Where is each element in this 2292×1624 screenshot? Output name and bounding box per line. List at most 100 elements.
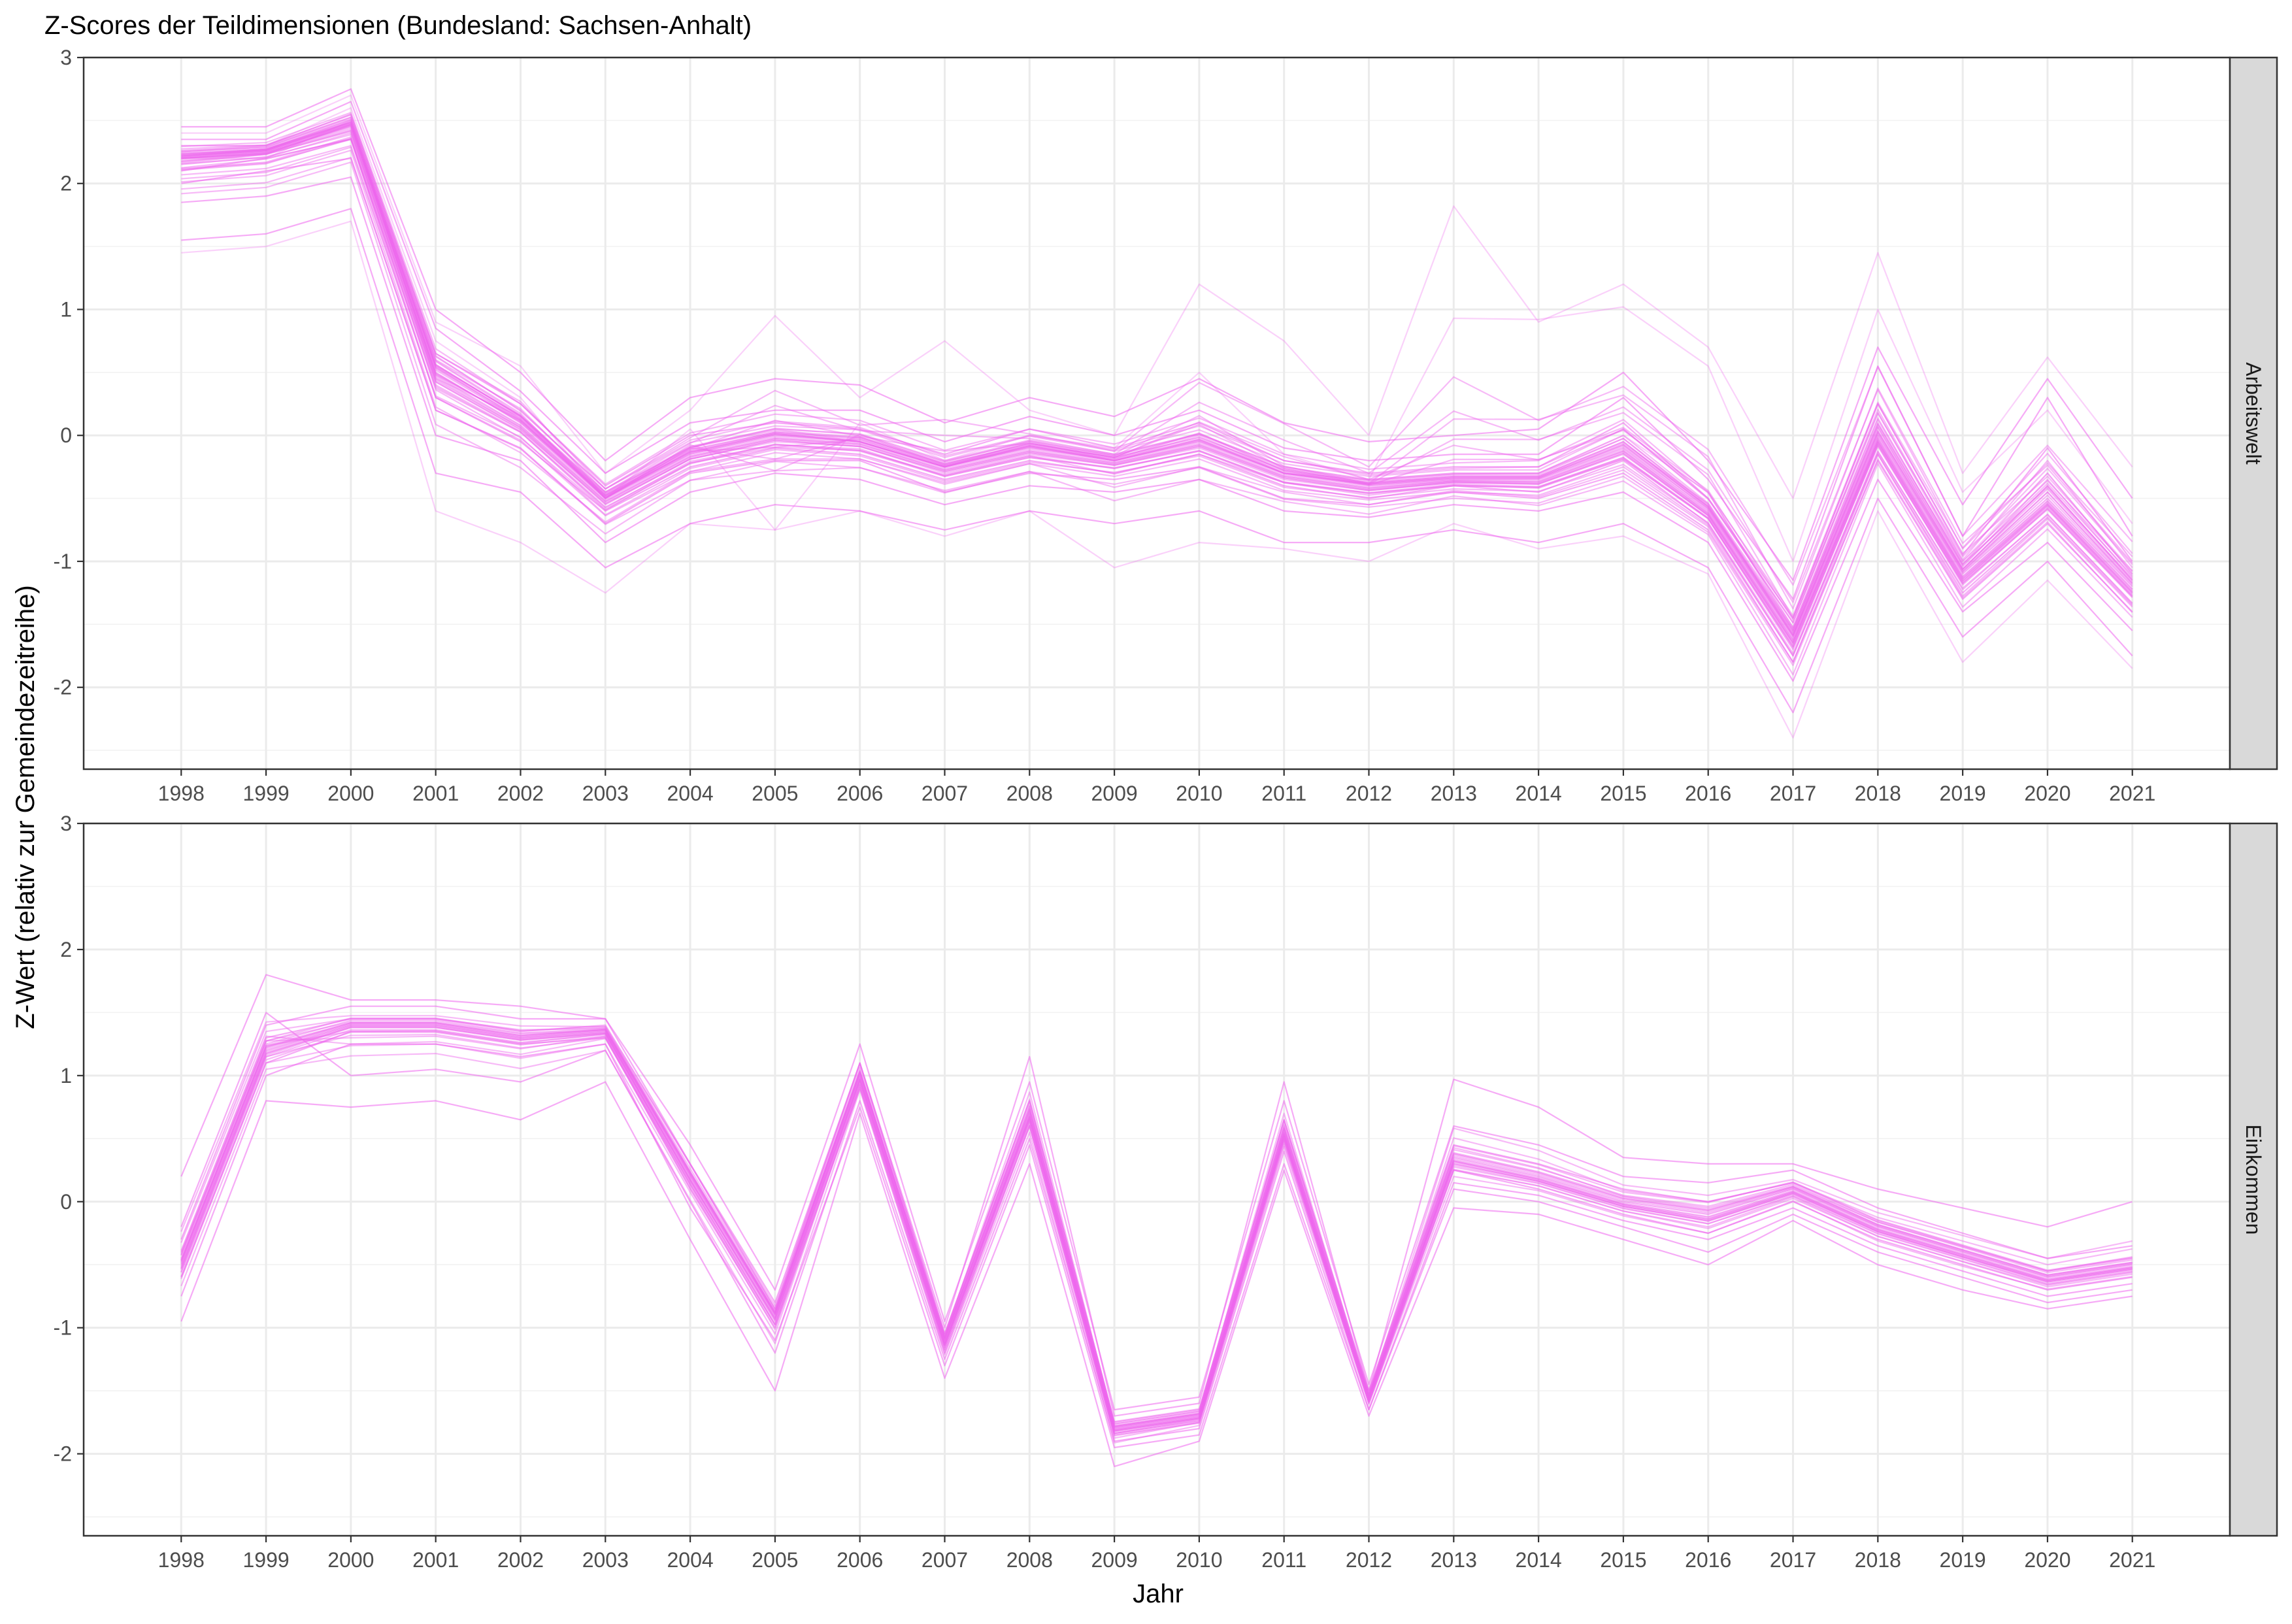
series-band-line [180, 1017, 2133, 1423]
series-band-line [181, 123, 2133, 633]
series-band-line [181, 144, 2133, 655]
series-line-5 [180, 1081, 2133, 1467]
series-line-5 [181, 113, 2133, 619]
x-tick-label: 2010 [1176, 782, 1222, 805]
series-band-line [181, 136, 2133, 648]
series-line-1 [181, 125, 2133, 638]
series-group [181, 88, 2133, 738]
x-tick-label: 2009 [1091, 1548, 1138, 1572]
x-tick-label: 2002 [497, 1548, 544, 1572]
series-band-line [180, 1031, 2133, 1436]
y-tick-label: 0 [60, 1190, 72, 1214]
series-line-3 [180, 1043, 2133, 1449]
x-tick-label: 2012 [1346, 782, 1392, 805]
facet-panels: Arbeitswelt -2 -1 0 1 2 3 1998 1999 2000 2001 2002 2… [54, 46, 2278, 1572]
series-band-line [180, 1035, 2133, 1434]
x-tick-label: 2021 [2109, 1548, 2155, 1572]
x-tick-label: 2003 [582, 782, 629, 805]
series-line-10 [181, 220, 2133, 738]
series-band-line [180, 1027, 2133, 1432]
x-tick-label: 1999 [242, 1548, 289, 1572]
series-line-6 [181, 88, 2133, 582]
x-tick-label: 2020 [2024, 1548, 2070, 1572]
series-band-line [180, 1050, 2133, 1444]
series-band-line [181, 132, 2133, 644]
x-tick-label: 2007 [922, 782, 968, 805]
x-tick-label: 2020 [2024, 782, 2070, 805]
x-tick-label: 2001 [412, 1548, 459, 1572]
series-band-line [180, 1019, 2133, 1425]
facet-panel-einkommen: Einkommen -2 -1 0 1 2 3 1998 1999 2000 2001 2002 200… [54, 812, 2278, 1572]
series-line-1 [180, 1024, 2133, 1430]
series-line-7 [180, 1018, 2133, 1423]
x-tick-label: 2021 [2109, 782, 2155, 805]
x-axis-title: Jahr [1133, 1580, 1184, 1608]
x-tick-label: 2015 [1600, 782, 1646, 805]
y-tick-label: -1 [54, 1316, 72, 1340]
series-band-line [180, 1033, 2133, 1434]
facet-strip [2229, 822, 2278, 1537]
facet-strip-label: Arbeitswelt [2242, 362, 2265, 465]
series-band-line [181, 138, 2133, 648]
series-line-11 [181, 120, 2133, 563]
series-band-line [180, 1029, 2133, 1434]
y-tick-label: 1 [60, 297, 72, 321]
x-tick-label: 2018 [1855, 1548, 1901, 1572]
y-tick-label: 3 [60, 812, 72, 835]
series-band-line [181, 139, 2133, 649]
series-band-line [181, 129, 2133, 642]
y-tick-label: 0 [60, 423, 72, 447]
series-band-line [181, 121, 2133, 637]
x-tick-label: 2012 [1346, 1548, 1392, 1572]
x-tick-label: 2005 [752, 1548, 798, 1572]
y-tick-label: 3 [60, 46, 72, 69]
x-tick-label: 2013 [1431, 1548, 1477, 1572]
series-band-line [181, 138, 2133, 651]
series-line-2 [180, 1005, 2133, 1411]
y-tick-label: 2 [60, 938, 72, 961]
series-line-4 [180, 974, 2133, 1417]
x-tick-label: 2011 [1261, 1548, 1306, 1572]
facet-panel-arbeitswelt: Arbeitswelt -2 -1 0 1 2 3 1998 1999 2000 2001 2002 2… [54, 46, 2278, 805]
x-tick-label: 2009 [1091, 782, 1138, 805]
x-tick-label: 2007 [922, 1548, 968, 1572]
y-tick-label: 2 [60, 172, 72, 195]
y-tick-label: 1 [60, 1064, 72, 1087]
x-tick-label: 1998 [158, 782, 205, 805]
panel-background [84, 58, 2230, 769]
x-tick-label: 2017 [1770, 782, 1816, 805]
series-line-4 [181, 139, 2133, 657]
series-band-line [180, 1015, 2133, 1425]
series-band-line [181, 116, 2133, 624]
series-band-line [181, 124, 2133, 637]
x-tick-label: 2019 [1940, 1548, 1986, 1572]
series-band-line [180, 1021, 2133, 1428]
x-tick-label: 2006 [837, 782, 883, 805]
series-band-line [181, 156, 2133, 667]
y-tick-label: -2 [54, 676, 72, 699]
x-tick-label: 2008 [1006, 1548, 1053, 1572]
x-tick-label: 2015 [1600, 1548, 1646, 1572]
facet-strip-label: Einkommen [2242, 1125, 2265, 1235]
series-band-line [181, 125, 2133, 629]
series-band-line [181, 124, 2133, 619]
series-band-line [181, 129, 2133, 641]
x-tick-label: 2001 [412, 782, 459, 805]
series-band-line [181, 150, 2133, 663]
series-line-12 [181, 107, 2133, 632]
x-tick-label: 1999 [242, 782, 289, 805]
series-band-line [181, 124, 2133, 636]
series-band-line [180, 1035, 2133, 1433]
x-tick-label: 2019 [1940, 782, 1986, 805]
series-line-8 [181, 157, 2133, 663]
x-tick-label: 2013 [1431, 782, 1477, 805]
x-tick-label: 2014 [1516, 782, 1562, 805]
series-band-line [181, 131, 2133, 645]
x-tick-label: 2005 [752, 782, 798, 805]
series-band-line [180, 1027, 2133, 1432]
series-band-line [181, 122, 2133, 621]
series-line-6 [180, 1031, 2133, 1436]
series-band-line [180, 1021, 2133, 1427]
x-tick-label: 2006 [837, 1548, 883, 1572]
